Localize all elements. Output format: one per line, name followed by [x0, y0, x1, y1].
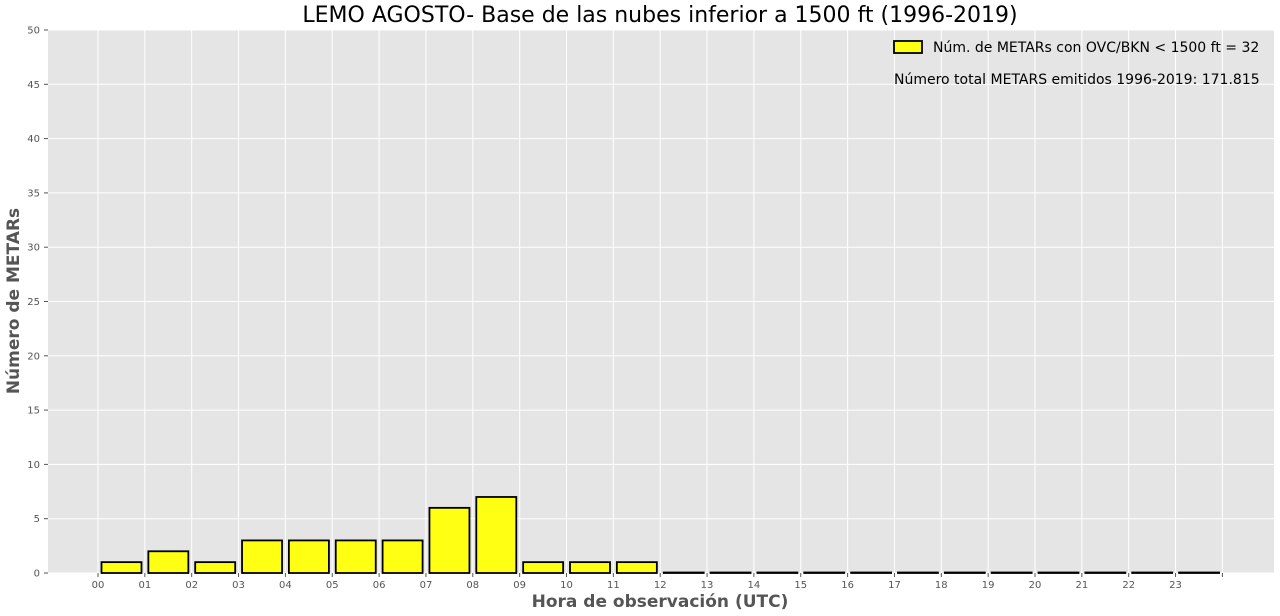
bar-06 [381, 539, 424, 574]
bar-02 [194, 561, 237, 574]
bar-16 [850, 571, 892, 574]
legend-entry: Núm. de METARs con OVC/BKN < 1500 ft = 3… [933, 40, 1259, 56]
y-tick-label: 15 [27, 406, 40, 417]
y-tick-label: 20 [27, 351, 40, 362]
x-axis-label: Hora de observación (UTC) [532, 592, 789, 612]
x-tick-label: 22 [1122, 580, 1135, 591]
x-tick-label: 13 [701, 580, 714, 591]
x-tick-label: 04 [279, 580, 292, 591]
bar-03 [241, 539, 283, 574]
x-tick-label: 15 [794, 580, 807, 591]
bar-17 [897, 571, 939, 574]
x-tick-label: 05 [326, 580, 339, 591]
bar-15 [803, 571, 846, 574]
bar-01 [147, 550, 190, 574]
x-axis-ticks: 00 01 02 03 04 05 06 07 08 09 10 11 12 13 14 15 16 17 18 19… [92, 573, 1223, 591]
bar-12 [662, 571, 705, 574]
bar-19 [990, 571, 1033, 574]
y-tick-label: 10 [27, 460, 40, 471]
x-tick-label: 06 [373, 580, 386, 591]
y-tick-label: 0 [34, 569, 40, 580]
grid [48, 29, 1274, 574]
x-tick-label: 12 [654, 580, 667, 591]
bar-10 [569, 561, 611, 574]
x-tick-label: 03 [232, 580, 245, 591]
x-tick-label: 21 [1075, 580, 1088, 591]
bar-05 [334, 539, 377, 574]
x-tick-label: 09 [513, 580, 526, 591]
bar-23 [1178, 571, 1220, 574]
bar-08 [475, 496, 518, 574]
bar-21 [1084, 571, 1127, 574]
x-tick-label: 10 [560, 580, 573, 591]
chart-title: LEMO AGOSTO- Base de las nubes inferior … [302, 3, 1017, 28]
y-tick-label: 25 [27, 297, 40, 308]
y-tick-label: 30 [27, 243, 40, 254]
legend-swatch [893, 40, 923, 54]
bar-00 [100, 561, 143, 574]
bar-20 [1037, 571, 1080, 574]
bar-18 [943, 571, 986, 574]
bar-09 [522, 561, 565, 574]
x-tick-label: 11 [607, 580, 620, 591]
x-tick-label: 17 [888, 580, 901, 591]
y-tick-label: 40 [27, 134, 40, 145]
y-axis-ticks: 0 5 10 15 20 25 30 35 40 45 50 [27, 26, 48, 580]
x-tick-label: 23 [1169, 580, 1182, 591]
bar-04 [287, 539, 330, 574]
x-tick-label: 00 [92, 580, 105, 591]
total-metars-annotation: Número total METARS emitidos 1996-2019: … [894, 72, 1260, 88]
x-tick-label: 07 [420, 580, 433, 591]
legend: Núm. de METARs con OVC/BKN < 1500 ft = 3… [893, 40, 1260, 88]
bar-11 [615, 561, 658, 574]
bar-13 [709, 571, 752, 574]
y-tick-label: 45 [27, 80, 40, 91]
y-tick-label: 50 [27, 26, 40, 37]
bars [100, 496, 1220, 574]
bar-14 [756, 571, 799, 574]
bar-22 [1131, 571, 1174, 574]
x-tick-label: 20 [1029, 580, 1042, 591]
x-tick-label: 08 [466, 580, 479, 591]
y-tick-label: 35 [27, 188, 40, 199]
bar-07 [428, 506, 471, 574]
y-axis-label: Número de METARs [4, 208, 24, 394]
x-tick-label: 19 [982, 580, 995, 591]
y-tick-label: 5 [34, 514, 40, 525]
x-tick-label: 01 [138, 580, 151, 591]
x-tick-label: 18 [935, 580, 948, 591]
x-tick-label: 16 [841, 580, 854, 591]
x-tick-label: 02 [185, 580, 198, 591]
x-tick-label: 14 [748, 580, 761, 591]
